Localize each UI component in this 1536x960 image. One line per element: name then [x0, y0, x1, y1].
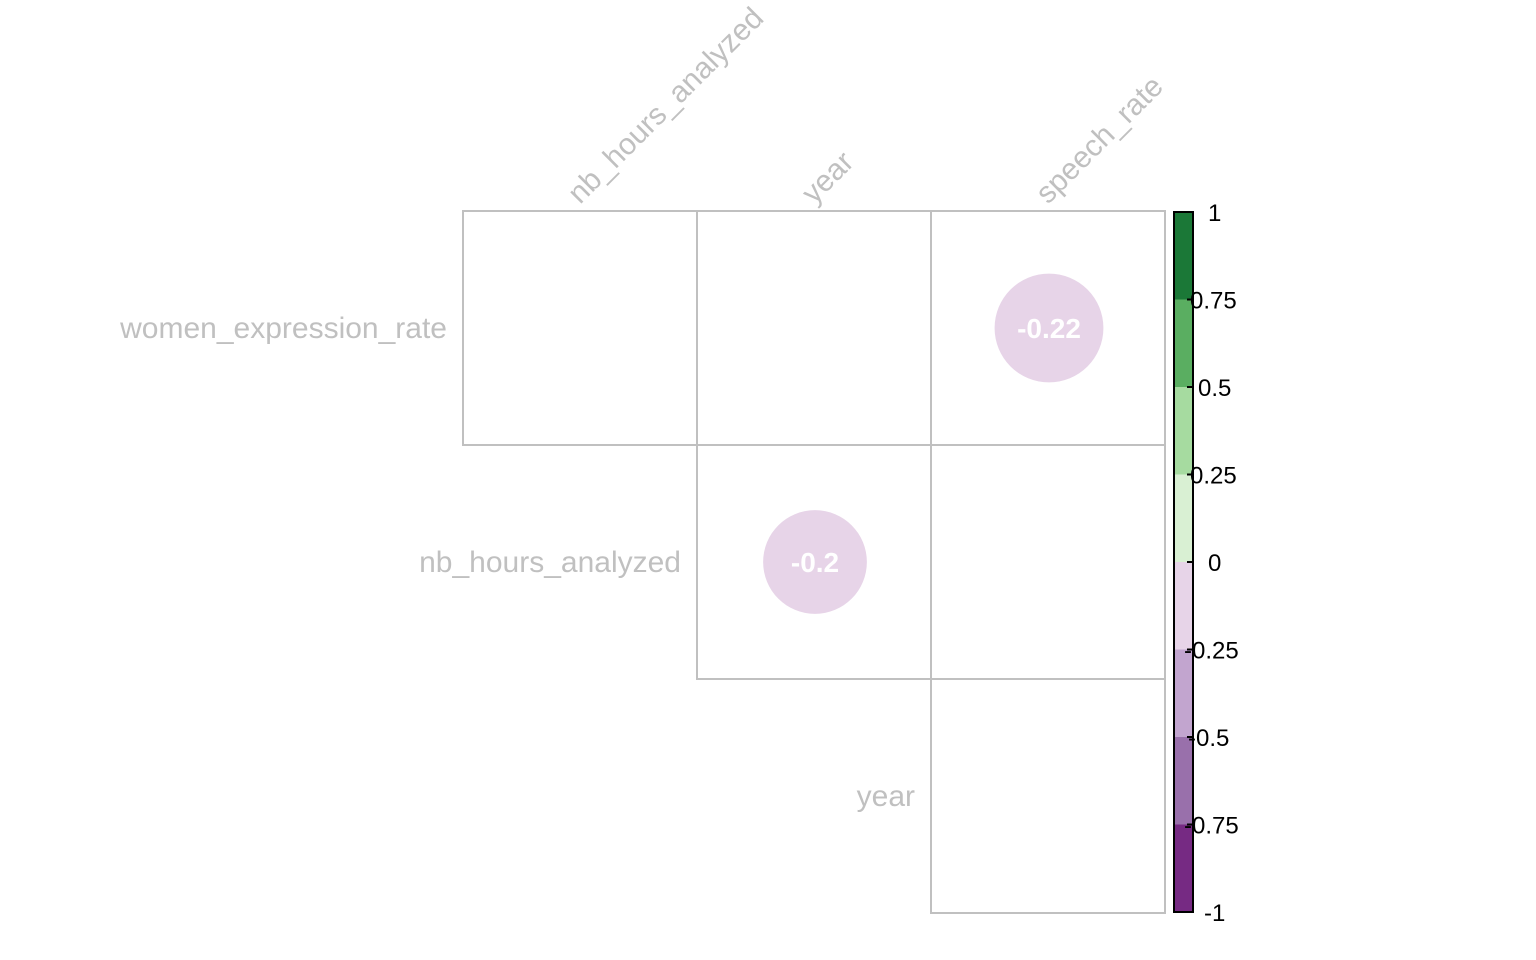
colorbar-tick-label: 0.75: [1190, 288, 1237, 315]
matrix-cell: [696, 210, 932, 446]
colorbar-tick-label: -0.25: [1184, 638, 1239, 665]
correlation-circle: [763, 510, 867, 614]
correlation-circle: [994, 273, 1104, 383]
colorbar-tick-label: 0.25: [1190, 463, 1237, 490]
colorbar-tick-label: -0.5: [1188, 725, 1229, 752]
matrix-cells: -0.22 -0.2: [462, 210, 1166, 914]
colorbar-bin: [1174, 824, 1193, 913]
matrix-cell: [462, 210, 698, 446]
column-label: year: [796, 145, 861, 210]
colorbar-bin: [1174, 562, 1193, 650]
colorbar-bin: [1174, 649, 1193, 738]
colorbar-tick-label: -1: [1204, 900, 1225, 927]
colorbar-bin: [1174, 387, 1193, 475]
colorbar-tick-label: 0: [1208, 550, 1221, 577]
colorbar-bin: [1174, 212, 1193, 300]
colorbar: 1 0.75 0.5 0.25 0 -0.25 -0.5 -0.75 -1: [1173, 200, 1239, 927]
colorbar-bin: [1174, 299, 1193, 388]
colorbar-bin: [1174, 737, 1193, 825]
column-label: speech_rate: [1030, 70, 1170, 210]
row-label: women_expression_rate: [119, 312, 447, 345]
colorbar-tick-label: -0.75: [1184, 813, 1239, 840]
colorbar-bin: [1174, 474, 1193, 563]
column-label: nb_hours_analyzed: [562, 1, 771, 210]
row-label: year: [857, 780, 915, 813]
colorbar-tick-label: 0.5: [1198, 375, 1231, 402]
colorbar-tick-label: 1: [1208, 200, 1221, 227]
row-labels: women_expression_rate nb_hours_analyzedye…: [119, 312, 915, 813]
matrix-cell: [930, 678, 1166, 914]
matrix-cell: [930, 444, 1166, 680]
correlation-value-label: -0.22: [1017, 313, 1081, 344]
correlation-value-label: -0.2: [791, 547, 839, 578]
row-label: nb_hours_analyzed: [419, 546, 681, 579]
